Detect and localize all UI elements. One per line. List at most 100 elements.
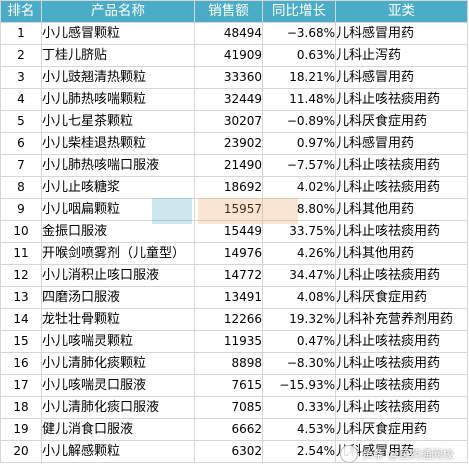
table-row: 5 小儿七星茶颗粒 30207 −0.89% 儿科厌食症用药 bbox=[0, 110, 468, 133]
cell-subcategory: 儿科止咳祛痰用药 bbox=[335, 154, 468, 177]
table-row: 18 小儿清肺化痰口服液 7085 0.33% 儿科止咳祛痰用药 bbox=[0, 396, 468, 419]
cell-subcategory: 儿科止咳祛痰用药 bbox=[335, 352, 468, 375]
cell-rank: 9 bbox=[0, 198, 42, 221]
cell-rank: 1 bbox=[0, 22, 42, 45]
cell-product-name: 丁桂儿脐贴 bbox=[41, 44, 195, 67]
table-row: 9 小儿咽扁颗粒 15957 8.80% 儿科其他用药 bbox=[0, 198, 468, 221]
cell-yoy-growth: 4.02% bbox=[262, 176, 336, 199]
cell-rank: 19 bbox=[0, 418, 42, 441]
cell-yoy-growth: −0.89% bbox=[262, 110, 336, 133]
cell-sales: 7615 bbox=[194, 374, 263, 397]
cell-sales: 7085 bbox=[194, 396, 263, 419]
cell-product-name: 小儿豉翘清热颗粒 bbox=[41, 66, 195, 89]
cell-subcategory: 儿科厌食症用药 bbox=[335, 418, 468, 441]
cell-rank: 15 bbox=[0, 330, 42, 353]
col-header-rank[interactable]: 排名 bbox=[0, 0, 42, 23]
cell-subcategory: 儿科其他用药 bbox=[335, 242, 468, 265]
cell-sales: 30207 bbox=[194, 110, 263, 133]
table-row: 12 小儿消积止咳口服液 14772 34.47% 儿科止咳祛痰用药 bbox=[0, 264, 468, 287]
cell-yoy-growth: 2.54% bbox=[262, 440, 336, 463]
cell-yoy-growth: 33.75% bbox=[262, 220, 336, 243]
cell-yoy-growth: 19.32% bbox=[262, 308, 336, 331]
cell-rank: 18 bbox=[0, 396, 42, 419]
table-row: 19 健儿消食口服液 6662 4.53% 儿科厌食症用药 bbox=[0, 418, 468, 441]
cell-sales: 14976 bbox=[194, 242, 263, 265]
cell-yoy-growth: 0.97% bbox=[262, 132, 336, 155]
table-row: 16 小儿清肺化痰颗粒 8898 −8.30% 儿科止咳祛痰用药 bbox=[0, 352, 468, 375]
table-row: 13 四磨汤口服液 13491 4.08% 儿科厌食症用药 bbox=[0, 286, 468, 309]
cell-product-name: 金振口服液 bbox=[41, 220, 195, 243]
cell-yoy-growth: 34.47% bbox=[262, 264, 336, 287]
cell-rank: 8 bbox=[0, 176, 42, 199]
table-row: 8 小儿止咳糖浆 18692 4.02% 儿科止咳祛痰用药 bbox=[0, 176, 468, 199]
table-row: 15 小儿咳喘灵颗粒 11935 0.47% 儿科止咳祛痰用药 bbox=[0, 330, 468, 353]
cell-product-name: 龙牡壮骨颗粒 bbox=[41, 308, 195, 331]
cell-subcategory: 儿科止咳祛痰用药 bbox=[335, 176, 468, 199]
cell-yoy-growth: 0.33% bbox=[262, 396, 336, 419]
cell-yoy-growth: 0.63% bbox=[262, 44, 336, 67]
cell-sales: 32449 bbox=[194, 88, 263, 111]
cell-yoy-growth: 8.80% bbox=[262, 198, 336, 221]
cell-sales: 33360 bbox=[194, 66, 263, 89]
cell-sales: 21490 bbox=[194, 154, 263, 177]
cell-subcategory: 儿科止咳祛痰用药 bbox=[335, 374, 468, 397]
table-row: 2 丁桂儿脐贴 41909 0.63% 儿科止泻药 bbox=[0, 44, 468, 67]
table-row: 7 小儿肺热咳喘口服液 21490 −7.57% 儿科止咳祛痰用药 bbox=[0, 154, 468, 177]
cell-rank: 6 bbox=[0, 132, 42, 155]
cell-sales: 8898 bbox=[194, 352, 263, 375]
cell-sales: 6662 bbox=[194, 418, 263, 441]
cell-subcategory: 儿科感冒用药 bbox=[335, 66, 468, 89]
table-row: 4 小儿肺热咳喘颗粒 32449 11.48% 儿科止咳祛痰用药 bbox=[0, 88, 468, 111]
cell-rank: 10 bbox=[0, 220, 42, 243]
cell-product-name: 小儿消积止咳口服液 bbox=[41, 264, 195, 287]
cell-yoy-growth: 4.53% bbox=[262, 418, 336, 441]
cell-product-name: 小儿清肺化痰颗粒 bbox=[41, 352, 195, 375]
header-row: 排名 产品名称 销售额 同比增长 亚类 bbox=[0, 0, 468, 23]
cell-sales: 48494 bbox=[194, 22, 263, 45]
cell-rank: 13 bbox=[0, 286, 42, 309]
cell-yoy-growth: −15.93% bbox=[262, 374, 336, 397]
cell-subcategory: 儿科止咳祛痰用药 bbox=[335, 220, 468, 243]
cell-product-name: 小儿咳喘灵颗粒 bbox=[41, 330, 195, 353]
cell-product-name: 小儿清肺化痰口服液 bbox=[41, 396, 195, 419]
cell-subcategory: 儿科止咳祛痰用药 bbox=[335, 396, 468, 419]
col-header-product[interactable]: 产品名称 bbox=[41, 0, 195, 23]
cell-sales: 23902 bbox=[194, 132, 263, 155]
cell-rank: 3 bbox=[0, 66, 42, 89]
cell-rank: 14 bbox=[0, 308, 42, 331]
cell-sales: 41909 bbox=[194, 44, 263, 67]
cell-yoy-growth: 4.26% bbox=[262, 242, 336, 265]
cell-sales: 13491 bbox=[194, 286, 263, 309]
cell-product-name: 四磨汤口服液 bbox=[41, 286, 195, 309]
table-row: 3 小儿豉翘清热颗粒 33360 18.21% 儿科感冒用药 bbox=[0, 66, 468, 89]
col-header-subcategory[interactable]: 亚类 bbox=[335, 0, 468, 23]
col-header-yoy[interactable]: 同比增长 bbox=[262, 0, 336, 23]
cell-subcategory: 儿科厌食症用药 bbox=[335, 110, 468, 133]
cell-yoy-growth: −8.30% bbox=[262, 352, 336, 375]
cell-sales: 11935 bbox=[194, 330, 263, 353]
cell-sales: 15957 bbox=[194, 198, 263, 221]
cell-sales: 15449 bbox=[194, 220, 263, 243]
cell-product-name: 小儿咽扁颗粒 bbox=[41, 198, 195, 221]
cell-rank: 4 bbox=[0, 88, 42, 111]
cell-yoy-growth: 11.48% bbox=[262, 88, 336, 111]
cell-product-name: 开喉剑喷雾剂（儿童型） bbox=[41, 242, 195, 265]
cell-rank: 2 bbox=[0, 44, 42, 67]
cell-product-name: 健儿消食口服液 bbox=[41, 418, 195, 441]
cell-rank: 5 bbox=[0, 110, 42, 133]
col-header-sales[interactable]: 销售额 bbox=[194, 0, 263, 23]
cell-yoy-growth: −3.68% bbox=[262, 22, 336, 45]
cell-yoy-growth: −7.57% bbox=[262, 154, 336, 177]
watermark: 头条 @医药通网校 bbox=[340, 443, 454, 465]
cell-subcategory: 儿科补充营养剂用药 bbox=[335, 308, 468, 331]
cell-subcategory: 儿科止咳祛痰用药 bbox=[335, 330, 468, 353]
table-body: 1 小儿感冒颗粒 48494 −3.68% 儿科感冒用药 2 丁桂儿脐贴 41909 0.63%… bbox=[0, 22, 468, 463]
cell-rank: 20 bbox=[0, 440, 42, 463]
table-row: 11 开喉剑喷雾剂（儿童型） 14976 4.26% 儿科其他用药 bbox=[0, 242, 468, 265]
cell-subcategory: 儿科止咳祛痰用药 bbox=[335, 264, 468, 287]
cell-subcategory: 儿科止泻药 bbox=[335, 44, 468, 67]
cell-sales: 6302 bbox=[194, 440, 263, 463]
cell-product-name: 小儿柴桂退热颗粒 bbox=[41, 132, 195, 155]
cell-rank: 17 bbox=[0, 374, 42, 397]
